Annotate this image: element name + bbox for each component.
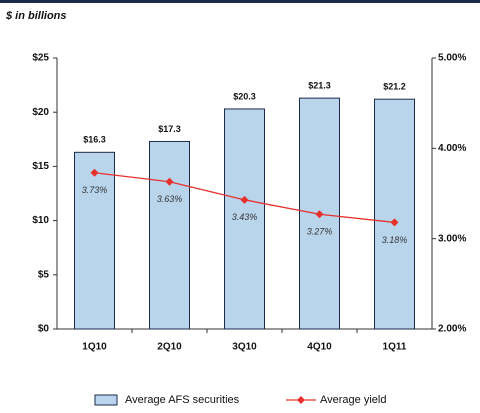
- line-value-label: 3.27%: [307, 227, 333, 237]
- bar-value-label: $21.2: [383, 82, 406, 92]
- x-tick-label: 4Q10: [307, 342, 332, 353]
- bar: [224, 108, 265, 330]
- y-tick-label: $25: [32, 53, 49, 64]
- x-tick-label: 3Q10: [232, 342, 257, 353]
- y2-tick-label: 2.00%: [438, 324, 466, 335]
- line-marker: [240, 195, 249, 204]
- x-tick-label: 1Q10: [82, 342, 107, 353]
- x-tick-label: 1Q11: [383, 342, 407, 353]
- line-value-label: 3.63%: [157, 194, 183, 204]
- bar: [74, 151, 115, 330]
- top-rule: [0, 0, 480, 3]
- y2-tick-label: 3.00%: [438, 233, 466, 244]
- bar: [149, 140, 190, 330]
- bar-value-label: $20.3: [233, 91, 256, 101]
- y-tick-label: $15: [32, 161, 49, 172]
- y-tick-label: $5: [38, 269, 50, 280]
- line-marker: [315, 210, 324, 219]
- y2-tick-label: 4.00%: [438, 143, 466, 154]
- y-tick-label: $20: [32, 107, 49, 118]
- line-marker: [390, 218, 399, 227]
- chart-subtitle: $ in billions: [5, 10, 67, 22]
- y2-tick-label: 5.00%: [438, 53, 466, 64]
- bar: [374, 98, 415, 330]
- bar-value-label: $17.3: [158, 124, 181, 134]
- line-marker: [165, 177, 174, 186]
- y-tick-label: $10: [32, 215, 49, 226]
- x-tick-label: 2Q10: [157, 342, 182, 353]
- bar-value-label: $21.3: [308, 80, 331, 90]
- legend-label: Average yield: [320, 394, 386, 406]
- bar-value-label: $16.3: [83, 135, 106, 145]
- y-tick-label: $0: [38, 324, 50, 335]
- line-value-label: 3.18%: [382, 235, 408, 245]
- legend-label: Average AFS securities: [125, 394, 240, 406]
- legend-swatch: [94, 394, 118, 406]
- legend-marker: [297, 396, 305, 404]
- line-value-label: 3.43%: [232, 212, 258, 222]
- line-value-label: 3.73%: [82, 185, 108, 195]
- line-marker: [90, 168, 99, 177]
